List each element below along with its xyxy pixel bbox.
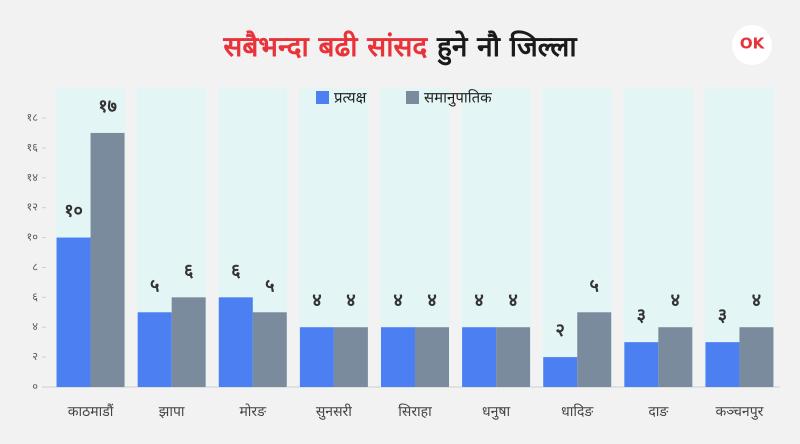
bar — [333, 327, 368, 387]
legend-swatch — [406, 91, 419, 104]
value-label: १० — [64, 201, 83, 222]
x-tick-label: धादिङ — [561, 403, 594, 420]
logo: OK — [740, 35, 766, 53]
x-tick-label: कञ्चनपुर — [715, 404, 763, 420]
bar — [739, 327, 774, 387]
value-label: ३ — [637, 305, 646, 326]
bar — [90, 132, 125, 387]
value-label: ४ — [474, 290, 483, 311]
x-tick-label: सिराहा — [398, 403, 432, 420]
bar — [658, 327, 693, 387]
value-label: ५ — [150, 275, 159, 296]
value-label: ३ — [718, 305, 727, 326]
y-tick-label: १८ — [27, 111, 39, 124]
bar — [56, 237, 91, 387]
y-tick-label: १४ — [27, 171, 39, 184]
logo-badge — [732, 25, 772, 65]
bar — [624, 342, 659, 387]
bar — [218, 297, 253, 387]
value-label: ४ — [508, 290, 517, 311]
bar — [171, 297, 206, 387]
value-label: ६ — [184, 260, 194, 281]
value-label: ५ — [590, 275, 599, 296]
value-label: ४ — [312, 290, 321, 311]
bar — [137, 312, 172, 387]
x-tick-label: दाङ — [648, 404, 669, 420]
y-tick-label: १२ — [27, 201, 38, 214]
bar — [381, 327, 415, 387]
value-label: ४ — [393, 290, 402, 311]
chart-title: सबैभन्दा बढी सांसद हुने नौ जिल्ला — [222, 30, 578, 66]
y-tick-label: ८ — [32, 260, 38, 273]
value-label: १७ — [98, 96, 117, 117]
value-label: ४ — [752, 290, 761, 311]
bar — [496, 327, 531, 387]
bar — [705, 342, 740, 387]
legend-label: प्रत्यक्ष — [334, 89, 367, 107]
y-tick-label: ६ — [32, 290, 38, 303]
value-label: ४ — [346, 290, 355, 311]
x-tick-label: सुनसरी — [316, 403, 352, 420]
y-tick-label: १६ — [27, 141, 39, 154]
x-tick-label: काठमाडौं — [68, 403, 114, 420]
bar — [543, 357, 578, 387]
value-label: ४ — [427, 290, 436, 311]
value-label: ५ — [265, 275, 274, 296]
title-rest: हुने नौ जिल्ला — [436, 30, 578, 66]
title-highlight: सबैभन्दा बढी सांसद — [222, 30, 428, 63]
legend-label: समानुपातिक — [424, 89, 492, 108]
x-tick-label: मोरङ — [239, 403, 267, 420]
bar — [252, 312, 287, 387]
bar — [415, 327, 449, 387]
bar — [299, 327, 334, 387]
legend-swatch — [316, 91, 329, 104]
y-tick-label: २ — [32, 350, 38, 363]
value-label: ४ — [671, 290, 680, 311]
y-tick-label: ४ — [32, 320, 38, 333]
y-tick-label: ० — [32, 380, 38, 393]
value-label: ६ — [231, 260, 241, 281]
bar — [577, 312, 612, 387]
value-label: २ — [556, 320, 565, 341]
x-tick-label: धनुषा — [482, 404, 510, 420]
bar — [462, 327, 497, 387]
x-tick-label: झापा — [159, 404, 185, 420]
y-tick-label: १० — [27, 231, 39, 244]
